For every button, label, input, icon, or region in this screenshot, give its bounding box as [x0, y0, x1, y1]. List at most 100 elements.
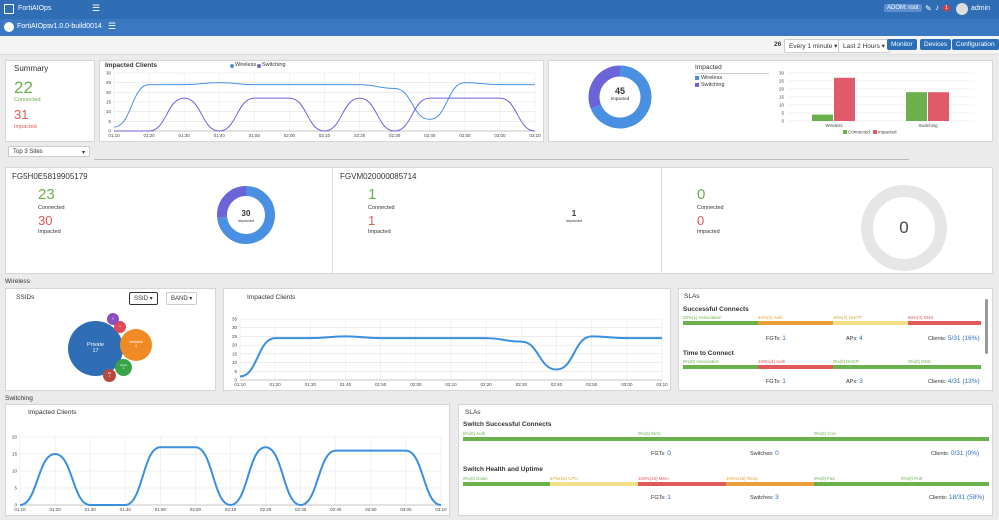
- bubble-green[interactable]: Guest 2: [115, 359, 132, 376]
- bubble-purple2[interactable]: y: [107, 313, 119, 325]
- donut-main-label: Impacted: [610, 96, 630, 101]
- x-tick-label: 01:30: [85, 507, 97, 512]
- site2-donut-value: 1: [571, 209, 577, 218]
- x-tick-label: Switching: [918, 123, 938, 128]
- divider: [661, 168, 662, 273]
- x-tick-label: 02:20: [260, 507, 272, 512]
- user-menu[interactable]: admin: [971, 5, 991, 12]
- refresh-interval-select[interactable]: Every 1 minute ▾: [784, 39, 843, 53]
- legend-connected-swatch: [843, 130, 847, 134]
- site1-connected: 23: [38, 186, 55, 203]
- switch-health-uptime-bar[interactable]: 0%(0) Down 67%(16) CPU 100%(18) Mem 100%…: [463, 476, 989, 486]
- site2-connected-label: Connected: [368, 205, 395, 211]
- y-tick-label: 20: [779, 87, 785, 92]
- bubble-private[interactable]: Private 17: [68, 321, 123, 376]
- y-tick-label: 30: [106, 71, 112, 76]
- successful-connects-bar[interactable]: 20%(1) Association 40%(2) Auth 40%(2) DH…: [683, 315, 981, 325]
- app-switcher[interactable]: FortiAIOps: [18, 5, 52, 12]
- x-tick-label: 02:00: [410, 382, 422, 387]
- switching-impacted-title: Impacted Clients: [28, 409, 77, 416]
- monitor-button[interactable]: Monitor: [887, 39, 917, 50]
- sc-seg-dhcp: 40%(2) DHCP: [833, 315, 862, 320]
- ssc-switches: Switches: 0: [750, 450, 779, 457]
- version: v1.0.0-build0014: [50, 23, 102, 30]
- y-tick-label: 15: [779, 95, 785, 100]
- x-tick-label: Wireless: [825, 123, 843, 128]
- refresh-count: 26: [774, 41, 782, 48]
- x-tick-label: 02:30: [389, 133, 401, 138]
- toolbar: 26 Every 1 minute ▾ Last 2 Hours ▾ Monit…: [0, 36, 999, 55]
- sc-aps: APs: 4: [846, 335, 863, 342]
- switch-successful-connects-bar[interactable]: 0%(0) Auth 0%(0) MAC 0%(0) CoA: [463, 431, 989, 441]
- legend-switching-icon: [257, 64, 261, 68]
- scrollbar[interactable]: [985, 299, 988, 354]
- adom-badge[interactable]: ADOM: root: [884, 4, 922, 12]
- switching-slas-title: SLAs: [465, 409, 481, 416]
- impacted-donut: [588, 65, 652, 129]
- impacted-bar-chart: 0 5 10 15 20 25 30 Wireless Switching Connected Im…: [779, 71, 975, 135]
- shu-seg-mem: 100%(18) Mem: [638, 476, 669, 481]
- donut-slice-switching: [588, 65, 621, 109]
- donut-slice-wireless: [590, 65, 652, 129]
- menu-icon[interactable]: ☰: [92, 3, 101, 13]
- switching-impacted-chart: 0 5 10 15 20 01:10 01:20 01:30 01:40 01:50 02:00 02…: [12, 435, 447, 513]
- impacted-clients-title: Impacted Clients: [105, 62, 158, 69]
- bar-switching-connected: [906, 92, 927, 121]
- band-select[interactable]: BAND ▾: [166, 292, 198, 305]
- devices-button[interactable]: Devices: [920, 39, 952, 50]
- legend-connected: Connected: [848, 130, 870, 135]
- y-tick-label: 25: [232, 334, 238, 339]
- ssc-seg-coa: 0%(0) CoA: [814, 431, 837, 436]
- legend-switching: Switching: [701, 82, 725, 88]
- switch-health-uptime-title: Switch Health and Uptime: [463, 466, 543, 473]
- x-tick-label: 02:30: [516, 382, 528, 387]
- donut-slice-switching: [217, 186, 247, 219]
- bubble-red[interactable]: lab 1: [103, 369, 116, 382]
- bell-icon[interactable]: ♪: [935, 3, 939, 12]
- ssc-seg-mac: 0%(0) MAC: [638, 431, 662, 436]
- wrench-icon[interactable]: ✎: [925, 4, 932, 13]
- notification-count: 1: [943, 5, 951, 11]
- sc-clients: Clients: 5/31 (16%): [928, 335, 980, 342]
- ssid-select[interactable]: SSID ▾: [129, 292, 158, 305]
- x-tick-label: 03:10: [529, 133, 541, 138]
- shu-seg-down: 0%(0) Down: [463, 476, 488, 481]
- site1-donut-label: Impacted: [237, 218, 255, 223]
- x-tick-label: 03:10: [656, 382, 668, 387]
- shu-clients: Clients: 18/31 (58%): [929, 494, 985, 501]
- y-tick-label: 5: [781, 111, 784, 116]
- tc-fgts: FGTs: 1: [766, 378, 786, 385]
- shu-seg-port: 0%(0) Port: [901, 476, 923, 481]
- top-sites-select[interactable]: Top 3 Sites ▾: [8, 146, 90, 157]
- y-tick-label: 15: [232, 351, 238, 356]
- ssids-title: SSIDs: [16, 294, 35, 301]
- time-range-select[interactable]: Last 2 Hours ▾: [838, 39, 890, 53]
- wireless-impacted-panel: Impacted Clients 0 5 10 15 20 25 30 35 01:10 01:2…: [223, 288, 671, 391]
- site2-name[interactable]: FGVM020000085714: [340, 172, 417, 181]
- x-tick-label: 01:30: [305, 382, 317, 387]
- x-tick-label: 02:20: [481, 382, 493, 387]
- divider: [695, 73, 769, 74]
- wireless-slas-title: SLAs: [684, 293, 700, 300]
- menu-icon[interactable]: ☰: [108, 21, 117, 31]
- configuration-button[interactable]: Configuration: [952, 39, 999, 50]
- site1-donut-value: 30: [241, 209, 251, 218]
- y-tick-label: 20: [12, 435, 18, 440]
- y-tick-label: 30: [779, 71, 785, 76]
- impacted-overview-panel: 45 Impacted Impacted Wireless Switching …: [548, 60, 993, 142]
- wireless-slas-panel: SLAs Successful Connects 20%(1) Associat…: [678, 288, 993, 391]
- bubble-orange[interactable]: Verbatim 4: [120, 329, 152, 361]
- legend-wireless-swatch: [695, 76, 699, 80]
- x-tick-label: 03:00: [400, 507, 412, 512]
- time-to-connect-bar[interactable]: 0%(0) Association 100%(4) Auth 0%(0) DHC…: [683, 359, 981, 369]
- grid-icon[interactable]: [4, 4, 14, 14]
- x-tick-label: 02:40: [551, 382, 563, 387]
- site3-impacted-label: Impacted: [697, 229, 720, 235]
- y-tick-label: 30: [232, 325, 238, 330]
- impacted-legend-title: Impacted: [695, 64, 722, 71]
- avatar[interactable]: [956, 3, 968, 15]
- bubble-purple1[interactable]: x: [114, 321, 126, 333]
- divider: [332, 168, 333, 273]
- site1-name[interactable]: FG5H0E5819905179: [12, 172, 88, 181]
- y-tick-label: 0: [781, 119, 784, 124]
